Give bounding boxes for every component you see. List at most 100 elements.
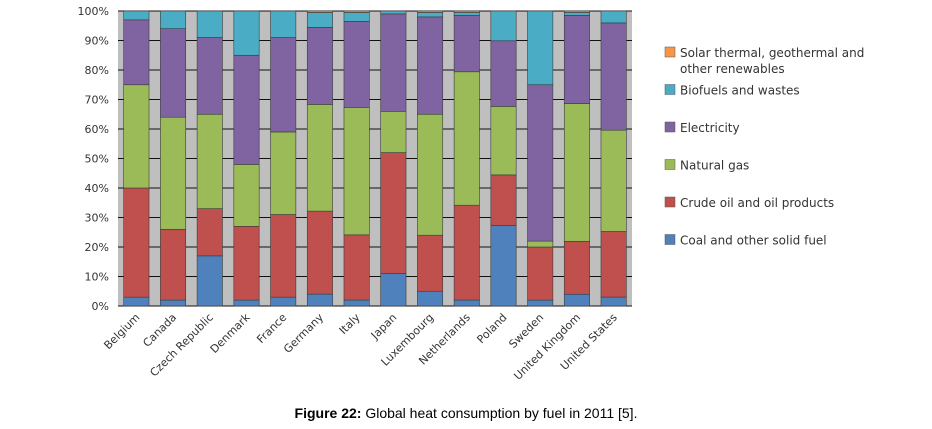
y-axis-ticks: 0% 10% 20% 30% 40% 50% 60% 70% 80% 90% 100% — [78, 5, 109, 313]
bar-segment — [160, 299, 187, 307]
y-tick-label: 0% — [92, 300, 109, 313]
bar-segment — [453, 299, 480, 307]
bar-segment — [233, 54, 260, 165]
bar-segment — [123, 84, 150, 189]
bar-segment — [453, 10, 480, 13]
bar-segment — [490, 106, 517, 176]
y-tick-label: 80% — [85, 64, 109, 77]
bar-segment — [343, 107, 370, 236]
bar-segment — [490, 40, 517, 107]
bar-segment — [563, 12, 590, 16]
legend-label: Electricity — [680, 121, 740, 135]
bar-segment — [270, 37, 297, 133]
bar-segment — [380, 13, 407, 112]
bar-segment — [417, 16, 444, 115]
bar-segment — [270, 10, 297, 38]
bar-segment — [380, 273, 407, 307]
legend-swatch — [664, 121, 676, 133]
bar-segment — [196, 255, 223, 307]
bar-segment — [233, 226, 260, 301]
legend-label: Crude oil and oil products — [680, 196, 834, 210]
figure-caption: Figure 22: Global heat consumption by fu… — [0, 405, 932, 421]
bar-segment — [600, 10, 627, 24]
y-tick-label: 10% — [85, 271, 109, 284]
bar-segment — [270, 131, 297, 215]
bar-segment — [417, 113, 444, 236]
y-tick-label: 60% — [85, 123, 109, 136]
bar-segment — [490, 225, 517, 307]
bar-segment — [196, 113, 223, 209]
bar-segment — [600, 129, 627, 232]
y-tick-label: 50% — [85, 153, 109, 166]
y-tick-label: 20% — [85, 241, 109, 254]
figure-caption-text: Global heat consumption by fuel in 2011 … — [361, 405, 638, 421]
bar-segment — [380, 10, 407, 15]
x-tick-label: Denmark — [208, 310, 253, 355]
bar-segment — [417, 12, 444, 18]
legend-swatch — [664, 46, 676, 58]
bar-segment — [123, 10, 150, 21]
bar-segment — [196, 208, 223, 257]
bar-segment — [490, 174, 517, 226]
bar-segment — [306, 12, 333, 28]
x-tick-label: Poland — [474, 311, 509, 346]
bar-segment — [563, 103, 590, 242]
bar-segment — [306, 27, 333, 105]
chart: 0% 10% 20% 30% 40% 50% 60% 70% 80% 90% 100% Belgiu… — [78, 5, 865, 383]
bar-segment — [306, 293, 333, 307]
bar-segment — [160, 10, 187, 30]
bar-segment — [563, 15, 590, 104]
bar-segment — [306, 104, 333, 212]
bar-segment — [380, 152, 407, 274]
bar-segment — [160, 116, 187, 230]
bar-segment — [196, 37, 223, 115]
legend-label: Coal and other solid fuel — [680, 234, 827, 248]
bar-segment — [453, 71, 480, 206]
bar-segment — [233, 10, 260, 56]
legend-label: Biofuels and wastes — [680, 84, 800, 98]
bar-segment — [270, 214, 297, 298]
bar-segment — [306, 10, 333, 13]
bar-segment — [196, 10, 223, 38]
bar-segment — [380, 111, 407, 153]
bar-segment — [160, 229, 187, 301]
bar-segment — [527, 299, 554, 307]
bar-segment — [600, 296, 627, 307]
x-tick-label: Czech Republic — [147, 311, 215, 379]
bar-segment — [527, 10, 554, 86]
x-tick-label: France — [254, 311, 289, 346]
bar-segment — [453, 204, 480, 301]
bar-segment — [527, 246, 554, 301]
x-tick-label: Italy — [337, 311, 363, 337]
y-tick-label: 70% — [85, 94, 109, 107]
bar-segment — [343, 12, 370, 22]
x-tick-label: United Kingdom — [511, 311, 583, 383]
bar-segment — [527, 240, 554, 248]
bar-segment — [453, 15, 480, 73]
bar-segment — [123, 187, 150, 298]
bar-segment — [600, 22, 627, 131]
bar-segment — [563, 293, 590, 307]
bar-segment — [343, 10, 370, 13]
x-tick-label: Belgium — [101, 311, 142, 352]
bar-segment — [527, 84, 554, 242]
bar-segment — [490, 10, 517, 42]
y-tick-label: 90% — [85, 35, 109, 48]
bar-segment — [417, 234, 444, 292]
bar-segment — [233, 299, 260, 307]
bar-segment — [417, 10, 444, 13]
bar-segment — [160, 28, 187, 118]
x-tick-label: Germany — [281, 311, 326, 356]
x-tick-label: Japan — [368, 311, 400, 343]
bar-segment — [417, 290, 444, 307]
bar-segment — [563, 10, 590, 13]
figure-caption-label: Figure 22: — [294, 405, 362, 421]
y-tick-label: 40% — [85, 182, 109, 195]
bar-segment — [343, 299, 370, 307]
bar-segment — [343, 234, 370, 301]
y-tick-label: 30% — [85, 212, 109, 225]
bar-segment — [270, 296, 297, 307]
bar-segment — [306, 210, 333, 295]
legend-swatch — [664, 196, 676, 208]
legend: Solar thermal, geothermal and other renew… — [664, 46, 864, 248]
